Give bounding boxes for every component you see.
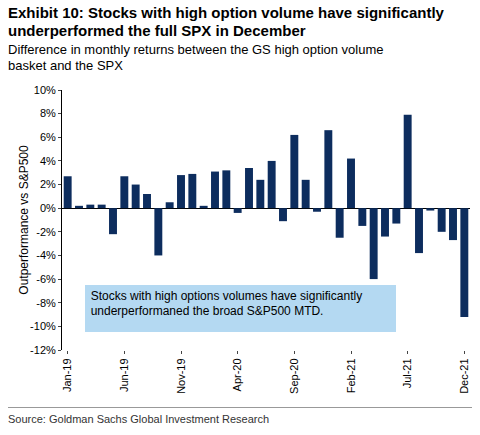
svg-text:-2%: -2% [36,226,56,238]
svg-text:-4%: -4% [36,249,56,261]
html-text:Exhibit 10: Stocks with high o: Exhibit 10: Stocks with high option volu… [8,4,444,39]
svg-text:8%: 8% [40,107,56,119]
svg-text:Feb-21: Feb-21 [345,358,357,393]
svg-text:6%: 6% [40,131,56,143]
svg-text:Outperformance vs S&P500: Outperformance vs S&P500 [17,145,31,295]
svg-text:Sep-20: Sep-20 [288,358,300,393]
svg-text:Apr-20: Apr-20 [231,358,243,391]
svg-text:2%: 2% [40,178,56,190]
svg-text:-8%: -8% [36,297,56,309]
svg-text:Nov-19: Nov-19 [175,358,187,393]
html-text:Difference in monthly returns: Difference in monthly returns between th… [8,42,384,73]
svg-text:-12%: -12% [30,344,56,356]
svg-text:10%: 10% [34,84,56,96]
svg-text:-6%: -6% [36,273,56,285]
svg-text:Jul-21: Jul-21 [401,358,413,388]
svg-text:Jun-19: Jun-19 [118,358,130,392]
svg-text:-10%: -10% [30,320,56,332]
svg-text:Dec-21: Dec-21 [458,358,470,393]
html-text:Source: Goldman Sachs Global I: Source: Goldman Sachs Global Investment … [8,413,270,425]
svg-text:Jan-19: Jan-19 [61,358,73,392]
svg-text:0%: 0% [40,202,56,214]
html-text:Stocks with high options volum: Stocks with high options volumes have si… [90,289,363,318]
svg-text:4%: 4% [40,155,56,167]
